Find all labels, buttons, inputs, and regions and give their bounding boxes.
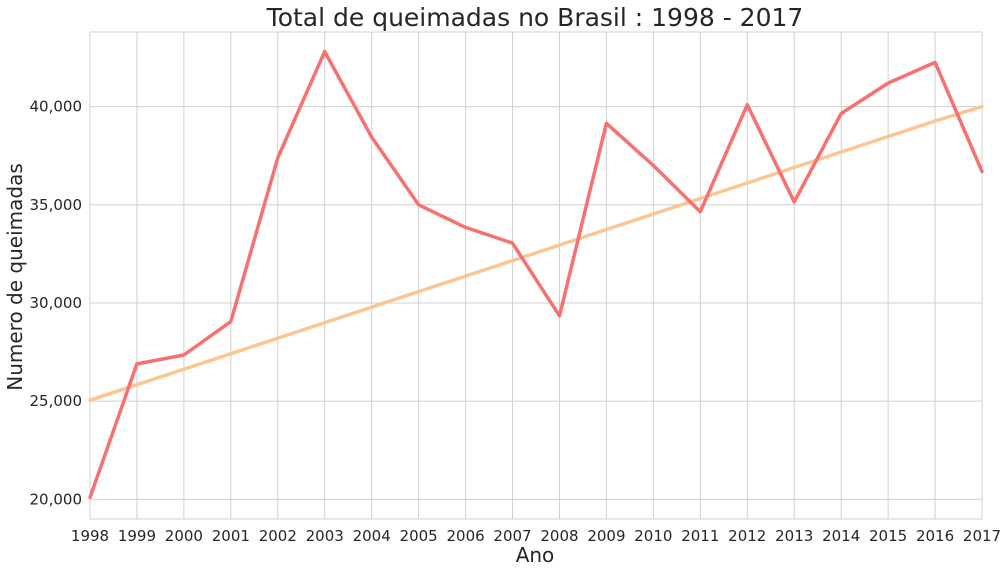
grid	[89, 31, 983, 520]
x-tick-label: 2004	[353, 527, 391, 545]
x-tick-label: 2003	[306, 527, 344, 545]
series-line-queimadas	[88, 49, 984, 500]
y-axis-ticks: 20,000 25,000 30,000 35,000 40,000	[30, 98, 83, 509]
x-tick-label: 1999	[118, 527, 156, 545]
chart-title: Total de queimadas no Brasil : 1998 - 20…	[266, 3, 804, 32]
series-layer	[88, 49, 984, 500]
x-tick-label: 2017	[963, 527, 1001, 545]
y-tick-label: 35,000	[30, 196, 83, 214]
y-tick-label: 30,000	[30, 294, 83, 312]
x-tick-label: 2013	[775, 527, 813, 545]
y-tick-label: 25,000	[30, 392, 83, 410]
x-tick-label: 2010	[634, 527, 672, 545]
x-tick-label: 2009	[587, 527, 625, 545]
y-axis-label: Numero de queimadas	[3, 163, 27, 391]
x-axis-label: Ano	[516, 543, 555, 567]
x-tick-label: 2002	[259, 527, 297, 545]
x-tick-label: 1998	[71, 527, 109, 545]
x-tick-label: 2000	[165, 527, 203, 545]
x-tick-label: 2008	[540, 527, 578, 545]
y-tick-label: 40,000	[30, 98, 83, 116]
y-tick-label: 20,000	[30, 490, 83, 508]
x-axis-ticks: 1998 1999 2000 2001 2002 2003 2004 2005 2006 2007…	[71, 527, 1001, 545]
x-tick-label: 2012	[728, 527, 766, 545]
x-tick-label: 2014	[822, 527, 860, 545]
x-tick-label: 2011	[681, 527, 719, 545]
x-tick-label: 2005	[400, 527, 438, 545]
x-tick-label: 2006	[446, 527, 484, 545]
x-tick-label: 2015	[869, 527, 907, 545]
x-tick-label: 2016	[916, 527, 954, 545]
series-line-trend	[88, 104, 984, 402]
x-tick-label: 2001	[212, 527, 250, 545]
x-tick-label: 2007	[493, 527, 531, 545]
